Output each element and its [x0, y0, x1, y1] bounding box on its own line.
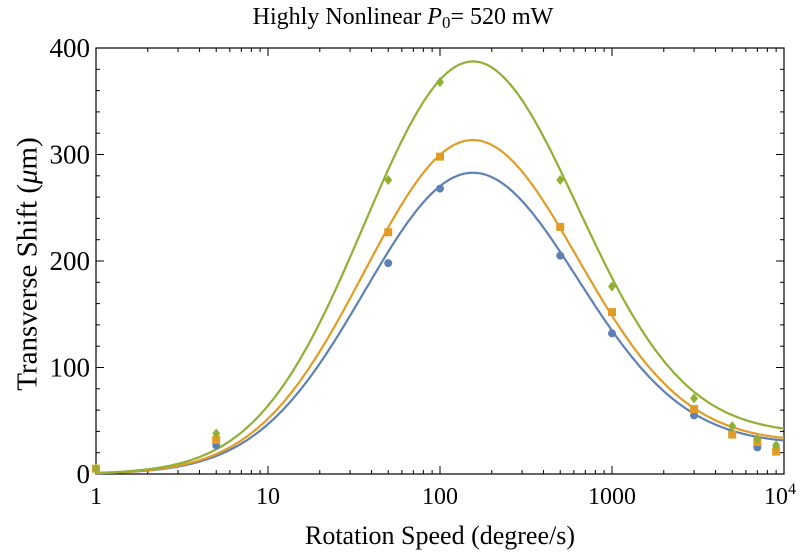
data-point-square	[384, 228, 393, 237]
data-point-square	[212, 435, 221, 444]
y-axis-label-text: Transverse Shift (	[11, 184, 44, 391]
fit-curve	[95, 171, 785, 475]
chart-title: Highly Nonlinear P0= 520 mW	[0, 4, 806, 33]
y-tick-label: 200	[50, 246, 91, 276]
data-point-square	[436, 152, 444, 161]
x-tick-label: 1000	[588, 484, 636, 510]
x-axis-label: Rotation Speed (degree/s)	[304, 521, 576, 550]
x-tick-label: 1	[90, 484, 102, 510]
data-point-square	[556, 222, 565, 231]
plot-frame	[95, 47, 785, 475]
data-point-circle	[690, 411, 699, 420]
data-point-square	[608, 308, 616, 317]
data-point-diamond	[608, 281, 616, 292]
chart-title-text: Highly Nonlinear	[252, 4, 428, 30]
y-tick-label: 0	[77, 459, 91, 489]
chart-title-variable: P	[427, 4, 442, 30]
data-point-square	[772, 447, 781, 456]
data-point-diamond	[728, 421, 737, 432]
y-axis-label-mu: μ	[11, 169, 44, 185]
y-axis-label: Transverse Shift (μm)	[12, 137, 45, 391]
data-point-diamond	[753, 433, 762, 444]
chart-title-subscript: 0	[441, 13, 451, 32]
data-point-square	[728, 430, 737, 439]
data-point-square	[690, 405, 699, 414]
y-axis-label-unit: m)	[11, 137, 44, 170]
data-point-diamond	[92, 463, 100, 474]
data-point-diamond	[772, 440, 781, 451]
data-point-diamond	[212, 428, 221, 439]
data-point-circle	[608, 329, 616, 338]
x-tick-label: 100	[422, 484, 458, 510]
y-tick-label: 100	[50, 353, 91, 383]
x-tick-label: 104	[764, 481, 796, 510]
data-point-diamond	[556, 175, 565, 186]
data-point-circle	[556, 251, 565, 260]
data-point-circle	[436, 184, 444, 193]
data-point-diamond	[690, 393, 699, 404]
chart-title-value: = 520 mW	[450, 4, 554, 30]
data-point-circle	[384, 259, 393, 268]
x-tick-label-exponent: 4	[788, 481, 796, 498]
data-point-diamond	[436, 77, 444, 88]
fit-curve	[95, 60, 785, 474]
data-point-diamond	[384, 175, 393, 186]
y-tick-label: 400	[50, 33, 91, 63]
x-tick-label: 10	[256, 484, 280, 510]
y-tick-label: 300	[50, 140, 91, 170]
